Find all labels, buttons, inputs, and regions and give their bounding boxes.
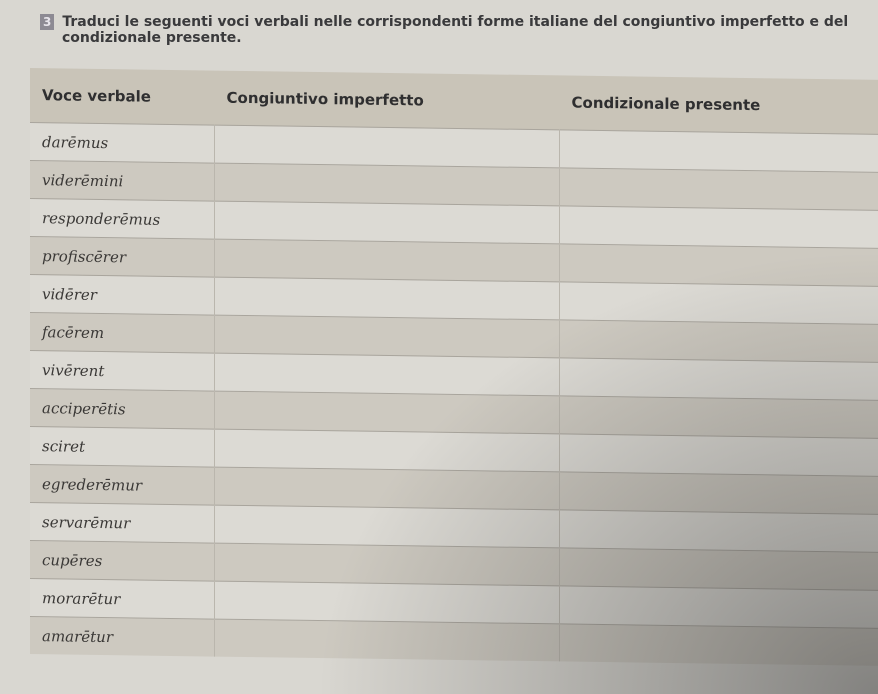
verb-form: sciret <box>30 426 215 468</box>
header-condizionale: Condizionale presente <box>559 75 878 135</box>
condizionale-answer-cell[interactable] <box>559 243 878 287</box>
instruction-text: Traduci le seguenti voci verbali nelle c… <box>62 14 849 30</box>
condizionale-answer-cell[interactable] <box>559 357 878 401</box>
verb-form: viderēmini <box>30 160 215 202</box>
verb-form: servarēmur <box>30 502 215 544</box>
verb-form: darēmus <box>30 122 215 164</box>
congiuntivo-answer-cell[interactable] <box>214 201 560 244</box>
congiuntivo-answer-cell[interactable] <box>214 505 560 548</box>
congiuntivo-answer-cell[interactable] <box>214 467 560 510</box>
congiuntivo-answer-cell[interactable] <box>214 315 560 358</box>
condizionale-answer-cell[interactable] <box>559 129 878 173</box>
condizionale-answer-cell[interactable] <box>559 471 878 515</box>
verb-form: responderēmus <box>30 198 215 240</box>
verb-form: cupēres <box>30 540 215 582</box>
verb-form: morarētur <box>30 578 215 620</box>
condizionale-answer-cell[interactable] <box>559 433 878 477</box>
congiuntivo-answer-cell[interactable] <box>214 581 560 624</box>
verb-form: acciperētis <box>30 388 215 430</box>
congiuntivo-answer-cell[interactable] <box>214 543 560 586</box>
exercise-instruction: 3 Traduci le seguenti voci verbali nelle … <box>40 14 878 46</box>
condizionale-answer-cell[interactable] <box>559 319 878 363</box>
condizionale-answer-cell[interactable] <box>559 167 878 211</box>
header-voce-verbale: Voce verbale <box>30 68 215 126</box>
instruction-text-2: condizionale presente. <box>62 30 242 46</box>
condizionale-answer-cell[interactable] <box>559 585 878 629</box>
verb-form: vivērent <box>30 350 215 392</box>
verb-table: Voce verbale Congiuntivo imperfetto Cond… <box>30 68 878 667</box>
congiuntivo-answer-cell[interactable] <box>214 125 560 168</box>
verb-form: vidērer <box>30 274 215 316</box>
condizionale-answer-cell[interactable] <box>559 395 878 439</box>
verb-form: facērem <box>30 312 215 354</box>
verb-form: profiscērer <box>30 236 215 278</box>
condizionale-answer-cell[interactable] <box>559 623 878 667</box>
congiuntivo-answer-cell[interactable] <box>214 163 560 206</box>
congiuntivo-answer-cell[interactable] <box>214 277 560 320</box>
exercise-number: 3 <box>40 14 55 30</box>
congiuntivo-answer-cell[interactable] <box>214 391 560 434</box>
congiuntivo-answer-cell[interactable] <box>214 429 560 472</box>
condizionale-answer-cell[interactable] <box>559 547 878 591</box>
verb-form: amarētur <box>30 616 215 657</box>
verb-form: egrederēmur <box>30 464 215 506</box>
condizionale-answer-cell[interactable] <box>559 205 878 249</box>
header-congiuntivo: Congiuntivo imperfetto <box>214 70 560 130</box>
condizionale-answer-cell[interactable] <box>559 509 878 553</box>
condizionale-answer-cell[interactable] <box>559 281 878 325</box>
congiuntivo-answer-cell[interactable] <box>214 619 560 662</box>
congiuntivo-answer-cell[interactable] <box>214 353 560 396</box>
congiuntivo-answer-cell[interactable] <box>214 239 560 282</box>
